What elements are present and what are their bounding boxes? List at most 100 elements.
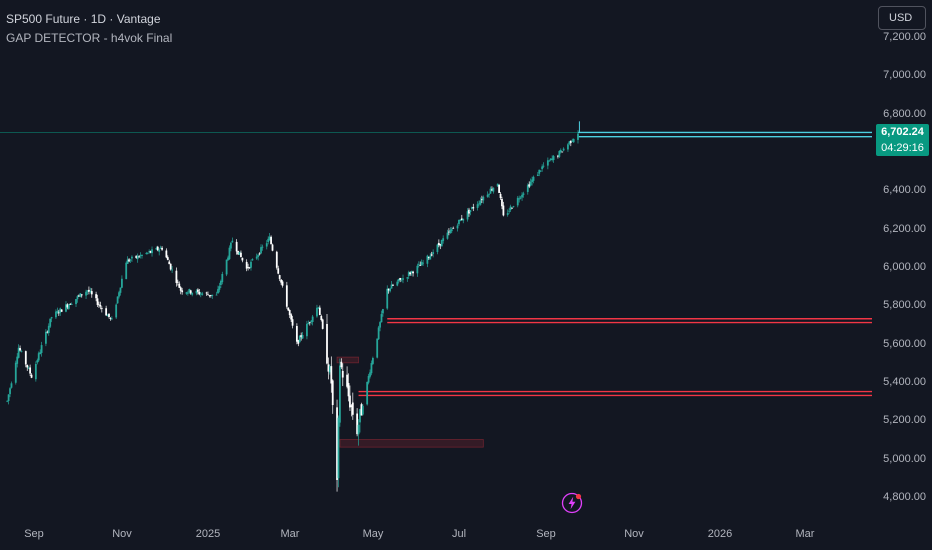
currency-button[interactable]: USD bbox=[878, 6, 926, 30]
candle-body bbox=[56, 310, 59, 313]
candle-body bbox=[126, 259, 129, 264]
candle-body bbox=[57, 312, 60, 314]
candle-body bbox=[290, 314, 293, 320]
time-axis-label: May bbox=[362, 528, 384, 540]
candle-body bbox=[198, 291, 201, 295]
candle-body bbox=[528, 184, 531, 187]
candle-body bbox=[27, 367, 30, 369]
candle-body bbox=[498, 185, 501, 193]
candle-body bbox=[482, 196, 485, 201]
candle-body bbox=[511, 207, 513, 209]
candle-body bbox=[55, 311, 57, 318]
candle-body bbox=[129, 259, 132, 261]
candle-body bbox=[195, 290, 198, 294]
candle-body bbox=[230, 242, 232, 249]
candle-body bbox=[46, 331, 49, 333]
candle-body bbox=[277, 268, 280, 274]
candle-body bbox=[518, 198, 521, 200]
candle-body bbox=[218, 286, 221, 290]
candle-body bbox=[472, 207, 475, 209]
candle-body bbox=[400, 280, 403, 282]
candle-body bbox=[280, 279, 283, 283]
time-axis-label: Mar bbox=[795, 528, 815, 540]
indicator-title[interactable]: GAP DETECTOR - h4vok Final bbox=[6, 31, 173, 45]
candle-body bbox=[16, 356, 19, 364]
candle-body bbox=[297, 340, 300, 344]
candle-body bbox=[521, 194, 523, 198]
candle-body bbox=[392, 284, 394, 286]
candle-body bbox=[17, 347, 20, 358]
candle-body bbox=[340, 361, 343, 368]
candle-body bbox=[396, 281, 399, 286]
candle-body bbox=[278, 275, 281, 279]
candle-body bbox=[557, 155, 559, 157]
candle-body bbox=[509, 206, 512, 211]
gap-zone bbox=[336, 356, 359, 364]
candle-body bbox=[526, 185, 529, 192]
candle-body bbox=[50, 317, 53, 319]
candle-body bbox=[347, 383, 350, 397]
candle-body bbox=[247, 267, 250, 269]
price-axis[interactable]: 7,200.00 7,000.00 6,800.00 6,400.00 6,200.00… bbox=[872, 0, 932, 550]
candle-body bbox=[235, 241, 238, 252]
time-axis[interactable]: Sep Nov 2025 Mar May Jul Sep Nov 2026 Mar bbox=[0, 520, 872, 550]
candle-body bbox=[199, 293, 202, 295]
candle-body bbox=[79, 293, 82, 298]
candle-body bbox=[427, 257, 430, 258]
candle-body bbox=[349, 395, 351, 408]
candle-body bbox=[486, 194, 489, 197]
candle-body bbox=[496, 183, 499, 187]
candle-body bbox=[88, 289, 90, 292]
lightning-bolt-icon[interactable] bbox=[561, 492, 583, 514]
candle-body bbox=[65, 304, 67, 312]
candle-body bbox=[367, 375, 370, 383]
candle-body bbox=[49, 318, 52, 327]
candle-body bbox=[149, 251, 152, 253]
candle-body bbox=[339, 365, 341, 423]
price-chart[interactable] bbox=[0, 0, 872, 520]
candle-body bbox=[492, 187, 495, 192]
candle-body bbox=[267, 238, 270, 243]
candle-body bbox=[331, 380, 334, 406]
candle-body bbox=[502, 205, 505, 216]
candle-body bbox=[159, 247, 162, 249]
candle-body bbox=[44, 331, 47, 344]
candle-body bbox=[67, 304, 70, 309]
candle-body bbox=[171, 269, 174, 271]
candle-body bbox=[390, 284, 393, 289]
candle-body bbox=[508, 210, 511, 212]
candle-body bbox=[155, 248, 158, 250]
time-axis-label: 2026 bbox=[707, 528, 733, 540]
candle-body bbox=[542, 165, 545, 167]
candle-body bbox=[416, 265, 419, 274]
candle-body bbox=[446, 232, 449, 239]
price-axis-label: 6,400.00 bbox=[883, 184, 926, 197]
candle-body bbox=[512, 206, 515, 208]
candle-body bbox=[326, 323, 328, 364]
candle-body bbox=[410, 271, 413, 274]
candle-body bbox=[205, 292, 208, 294]
candle-body bbox=[489, 188, 492, 194]
candle-body bbox=[37, 353, 40, 361]
candle-body bbox=[185, 292, 188, 294]
candle-body bbox=[488, 193, 490, 195]
candle-body bbox=[448, 231, 450, 233]
candle-body bbox=[316, 307, 318, 317]
candle-body bbox=[469, 210, 472, 212]
candle-body bbox=[77, 295, 80, 297]
candle-body bbox=[201, 293, 204, 295]
symbol-title[interactable]: SP500 Future · 1D · Vantage bbox=[6, 12, 161, 26]
candle-body bbox=[310, 320, 313, 322]
price-axis-label: 7,000.00 bbox=[883, 69, 926, 82]
candle-body bbox=[110, 318, 113, 320]
candle-body bbox=[409, 272, 412, 275]
candle-body bbox=[136, 255, 139, 260]
candle-body bbox=[188, 289, 191, 293]
candle-body bbox=[6, 400, 9, 402]
candle-body bbox=[207, 294, 209, 296]
candle-body bbox=[47, 325, 50, 334]
candle-body bbox=[328, 366, 331, 373]
candle-body bbox=[108, 313, 110, 317]
candle-body bbox=[175, 270, 178, 283]
candle-body bbox=[260, 247, 262, 254]
